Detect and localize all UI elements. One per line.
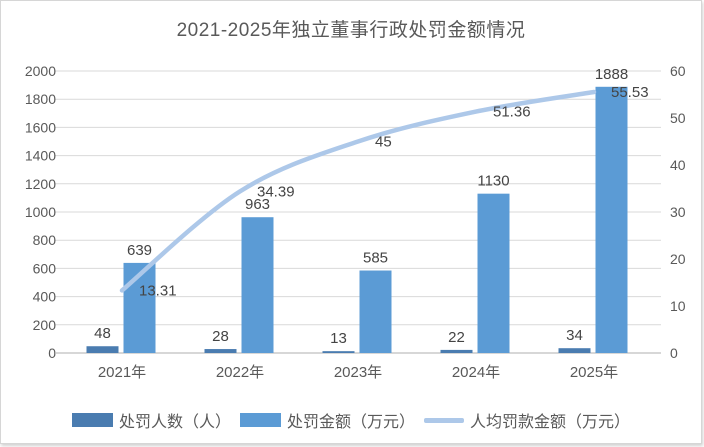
bar-penalty-amount	[359, 270, 392, 353]
data-label-people: 28	[212, 328, 229, 345]
legend-swatch-amount-bar	[239, 413, 281, 427]
right-axis-tick-label: 20	[670, 251, 686, 267]
bar-penalized-people	[322, 351, 355, 353]
data-label-people: 48	[94, 325, 111, 342]
data-label-per-capita: 34.39	[257, 183, 295, 200]
data-label-amount: 1888	[595, 66, 628, 83]
legend-swatch-people-bar	[71, 413, 113, 427]
left-axis-tick-label: 1400	[25, 148, 56, 164]
left-axis-tick-label: 200	[33, 317, 57, 333]
x-axis-category-label: 2024年	[452, 364, 500, 381]
right-axis-tick-label: 10	[670, 298, 686, 314]
line-per-capita-fine	[119, 89, 597, 293]
bar-penalty-amount	[123, 262, 156, 353]
data-label-amount: 585	[363, 250, 388, 267]
left-axis-tick-label: 1800	[25, 91, 56, 107]
legend-item-penalty-amount: 处罚金额（万元）	[239, 408, 415, 432]
data-label-people: 13	[330, 330, 347, 347]
right-axis-tick-label: 40	[670, 157, 686, 173]
right-axis-tick-label: 60	[670, 63, 686, 79]
bar-penalized-people	[558, 348, 591, 353]
left-axis-tick-label: 600	[33, 260, 57, 276]
chart-title: 2021-2025年独立董事行政处罚金额情况	[176, 20, 526, 41]
bar-penalty-amount	[477, 193, 510, 353]
x-axis-category-label: 2025年	[570, 364, 618, 381]
bar-penalized-people	[204, 349, 237, 353]
left-axis-tick-label: 800	[33, 232, 57, 248]
legend-label-people: 处罚人数（人）	[118, 414, 231, 431]
left-axis-tick-label: 1200	[25, 176, 56, 192]
legend-swatch-per-capita-line	[424, 417, 464, 423]
bar-penalized-people	[86, 346, 119, 353]
x-axis-category-label: 2023年	[334, 364, 382, 381]
left-axis-tick-label: 1000	[25, 204, 56, 220]
legend-label-per-capita: 人均罚款金额（万元）	[470, 414, 631, 431]
chart-legend: 处罚人数（人） 处罚金额（万元） 人均罚款金额（万元）	[1, 405, 701, 435]
data-label-people: 34	[566, 327, 583, 344]
data-label-per-capita: 13.31	[139, 282, 177, 299]
left-axis-tick-label: 2000	[25, 63, 56, 79]
data-label-amount: 639	[127, 242, 152, 259]
bar-penalized-people	[440, 349, 473, 353]
left-axis-tick-label: 0	[48, 345, 56, 361]
bar-penalty-amount	[595, 86, 628, 354]
data-label-amount: 963	[245, 196, 270, 213]
left-axis-tick-label: 400	[33, 289, 57, 305]
x-axis-category-label: 2022年	[216, 364, 264, 381]
data-label-amount: 1130	[477, 173, 509, 190]
x-axis-category-label: 2021年	[98, 364, 146, 381]
legend-item-per-capita-fine: 人均罚款金额（万元）	[424, 408, 630, 432]
legend-label-amount: 处罚金额（万元）	[286, 414, 415, 431]
data-label-people: 22	[448, 329, 465, 346]
right-axis-tick-label: 30	[670, 204, 686, 220]
data-label-per-capita: 51.36	[493, 104, 531, 121]
left-axis-tick-label: 1600	[25, 119, 56, 135]
data-label-per-capita: 55.53	[611, 84, 649, 101]
data-label-per-capita: 45	[375, 134, 392, 151]
bar-penalty-amount	[241, 217, 274, 353]
right-axis-tick-label: 50	[670, 110, 686, 126]
legend-item-penalized-people: 处罚人数（人）	[71, 408, 231, 432]
right-axis-tick-label: 0	[670, 345, 678, 361]
